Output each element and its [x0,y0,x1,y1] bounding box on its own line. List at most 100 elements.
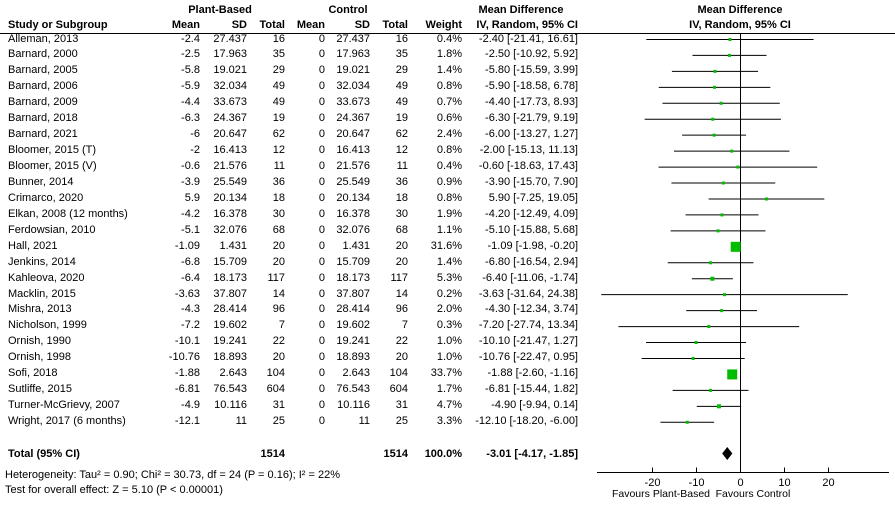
mean-plant-cell: -0.6 [181,160,200,172]
n-plant-cell: 62 [272,128,285,141]
study-row: Bloomer, 2015 (V) -0.6 21.576 11 0 21.576 11 0.… [0,159,585,175]
mean-control-cell: 0 [318,207,325,220]
effect-square [728,53,731,57]
sd-plant-cell: 15.709 [213,255,247,268]
sd-control-cell: 27.437 [336,32,370,45]
study-row: Sutliffe, 2015 -6.81 76.543 604 0 76.543 604 1.… [0,382,585,398]
sd-control-cell: 16.378 [336,207,370,220]
n-control-cell: 19 [395,112,408,125]
ci-cell: -2.40 [-21.41, 16.61] [478,32,578,45]
sd-plant-cell: 1.431 [219,239,247,252]
sd-plant-cell: 20.647 [213,128,247,141]
favours-right-label: Favours Control [716,488,791,500]
study-row: Ornish, 1990 -10.1 19.241 22 0 19.241 22 1.0% -1… [0,334,585,350]
effect-square [709,388,713,392]
effect-square [728,37,732,41]
n-control-cell: 18 [395,191,408,204]
effect-square [716,404,721,409]
sd-control-cell: 24.367 [336,112,370,125]
favours-left-label: Favours Plant-Based [612,488,710,500]
weight-cell: 1.4% [436,64,462,77]
sd-control-cell: 25.549 [336,175,370,188]
sd-plant-cell: 32.034 [213,80,247,93]
total-weight-cell: 100.0% [424,447,462,460]
n-plant-cell: 7 [278,319,285,332]
n-control-cell: 62 [395,128,408,141]
n-plant-cell: 68 [272,223,285,236]
mean-control-cell: 0 [318,399,325,412]
study-row: Barnard, 2018 -6.3 24.367 19 0 24.367 19 0.6% -6… [0,111,585,127]
effect-square [713,69,717,73]
sd-control-cell: 37.807 [336,287,370,300]
group-header-plant-based: Plant-Based [188,4,252,16]
n-control-cell: 25 [395,415,408,427]
study-name-cell: Turner-McGrievy, 2007 [8,399,120,412]
mean-control-cell: 0 [318,96,325,109]
tick-label: -20 [645,477,661,489]
overall-effect-note: Test for overall effect: Z = 5.10 (P < 0… [5,483,223,496]
n-plant-cell: 12 [272,144,285,157]
n-plant-cell: 18 [272,191,285,204]
effect-square [711,117,715,121]
ci-cell: -0.60 [-18.63, 17.43] [478,160,578,172]
n-plant-cell: 36 [272,175,285,188]
n-plant-cell: 96 [272,303,285,316]
mean-control-cell: 0 [318,80,325,93]
tick-label: 0 [737,477,743,489]
weight-cell: 2.0% [436,303,462,316]
n-plant-cell: 104 [266,367,285,380]
study-row: Barnard, 2009 -4.4 33.673 49 0 33.673 49 0.7% -4… [0,95,585,111]
study-name-cell: Ornish, 1990 [8,335,71,348]
n-control-cell: 14 [395,287,408,300]
n-control-cell: 117 [390,271,408,284]
study-name-cell: Barnard, 2018 [8,112,78,125]
n-control-cell: 20 [395,351,408,364]
n-control-cell: 12 [395,144,408,157]
mean-control-cell: 0 [318,128,325,141]
weight-cell: 0.7% [436,96,462,109]
n-plant-cell: 20 [272,255,285,268]
mean-control-cell: 0 [318,32,325,45]
effect-square [720,213,724,217]
sd-control-cell: 2.643 [342,367,370,380]
study-name-cell: Wright, 2017 (6 months) [8,415,126,427]
ci-cell: -4.40 [-17.73, 8.93] [485,96,578,109]
sd-control-cell: 76.543 [336,383,370,396]
sd-plant-cell: 17.963 [213,48,247,61]
mean-control-cell: 0 [318,335,325,348]
study-name-cell: Alleman, 2013 [8,32,79,45]
column-header-total-plant: Total [259,18,285,31]
total-mean-control-cell [285,446,325,462]
ci-cell: -3.63 [-31.64, 24.38] [478,287,578,300]
mean-control-cell: 0 [318,367,325,380]
study-name-cell: Sutliffe, 2015 [8,383,73,396]
n-control-cell: 20 [395,255,408,268]
sd-control-cell: 18.893 [336,351,370,364]
column-header-mean-difference-left: Mean Difference [478,4,564,16]
mean-plant-cell: -5.8 [181,64,200,77]
total-ci-cell: -3.01 [-4.17, -1.85] [486,447,578,460]
mean-control-cell: 0 [318,48,325,61]
sd-control-cell: 11 [358,415,370,427]
mean-plant-cell: -2.4 [181,32,200,45]
group-header-control: Control [328,4,368,16]
ci-cell: -6.00 [-13.27, 1.27] [485,128,578,141]
sd-control-cell: 21.576 [336,160,370,172]
mean-plant-cell: -4.9 [181,399,200,412]
study-name-cell: Crimarco, 2020 [8,191,84,204]
effect-square [721,181,725,185]
sd-plant-cell: 32.076 [213,223,247,236]
sd-plant-cell: 20.134 [213,191,247,204]
study-name-cell: Barnard, 2005 [8,64,78,77]
weight-cell: 31.6% [430,239,462,252]
effect-square [716,229,720,233]
effect-square [719,101,723,105]
mean-plant-cell: -6.81 [174,383,200,396]
sd-plant-cell: 28.414 [213,303,247,316]
n-plant-cell: 20 [272,239,285,252]
effect-square [736,165,740,169]
effect-square [710,276,715,281]
column-header-weight: Weight [425,18,462,31]
mean-control-cell: 0 [318,303,325,316]
sd-plant-cell: 33.673 [213,96,247,109]
